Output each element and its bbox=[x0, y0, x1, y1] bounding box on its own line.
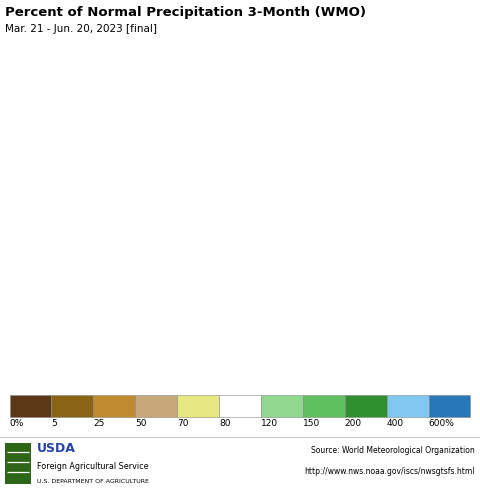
Text: 150: 150 bbox=[303, 419, 320, 428]
Text: 200: 200 bbox=[345, 419, 362, 428]
Text: Percent of Normal Precipitation 3-Month (WMO): Percent of Normal Precipitation 3-Month … bbox=[5, 6, 366, 19]
Bar bbox=[303, 395, 345, 417]
Bar bbox=[345, 395, 387, 417]
Text: 50: 50 bbox=[135, 419, 147, 428]
Bar bbox=[387, 395, 429, 417]
Text: 0%: 0% bbox=[10, 419, 24, 428]
Bar bbox=[51, 395, 93, 417]
Text: 70: 70 bbox=[177, 419, 189, 428]
Text: 80: 80 bbox=[219, 419, 230, 428]
Text: Source: World Meteorological Organization: Source: World Meteorological Organizatio… bbox=[312, 446, 475, 455]
Text: 600%: 600% bbox=[429, 419, 455, 428]
Bar bbox=[177, 395, 219, 417]
Text: 120: 120 bbox=[261, 419, 278, 428]
Bar bbox=[5, 444, 31, 484]
Bar bbox=[10, 395, 51, 417]
Bar bbox=[219, 395, 261, 417]
Text: USDA: USDA bbox=[37, 443, 76, 455]
Text: Mar. 21 - Jun. 20, 2023 [final]: Mar. 21 - Jun. 20, 2023 [final] bbox=[5, 24, 157, 34]
Text: Foreign Agricultural Service: Foreign Agricultural Service bbox=[37, 462, 149, 471]
Text: U.S. DEPARTMENT OF AGRICULTURE: U.S. DEPARTMENT OF AGRICULTURE bbox=[37, 479, 149, 484]
Bar bbox=[261, 395, 303, 417]
Text: 25: 25 bbox=[93, 419, 105, 428]
Text: 400: 400 bbox=[387, 419, 404, 428]
Text: http://www.nws.noaa.gov/iscs/nwsgtsfs.html: http://www.nws.noaa.gov/iscs/nwsgtsfs.ht… bbox=[305, 467, 475, 477]
Bar bbox=[93, 395, 135, 417]
Bar bbox=[429, 395, 470, 417]
Bar bbox=[135, 395, 177, 417]
Text: 5: 5 bbox=[51, 419, 57, 428]
